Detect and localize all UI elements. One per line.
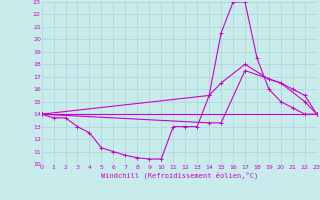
X-axis label: Windchill (Refroidissement éolien,°C): Windchill (Refroidissement éolien,°C) [100,171,258,179]
